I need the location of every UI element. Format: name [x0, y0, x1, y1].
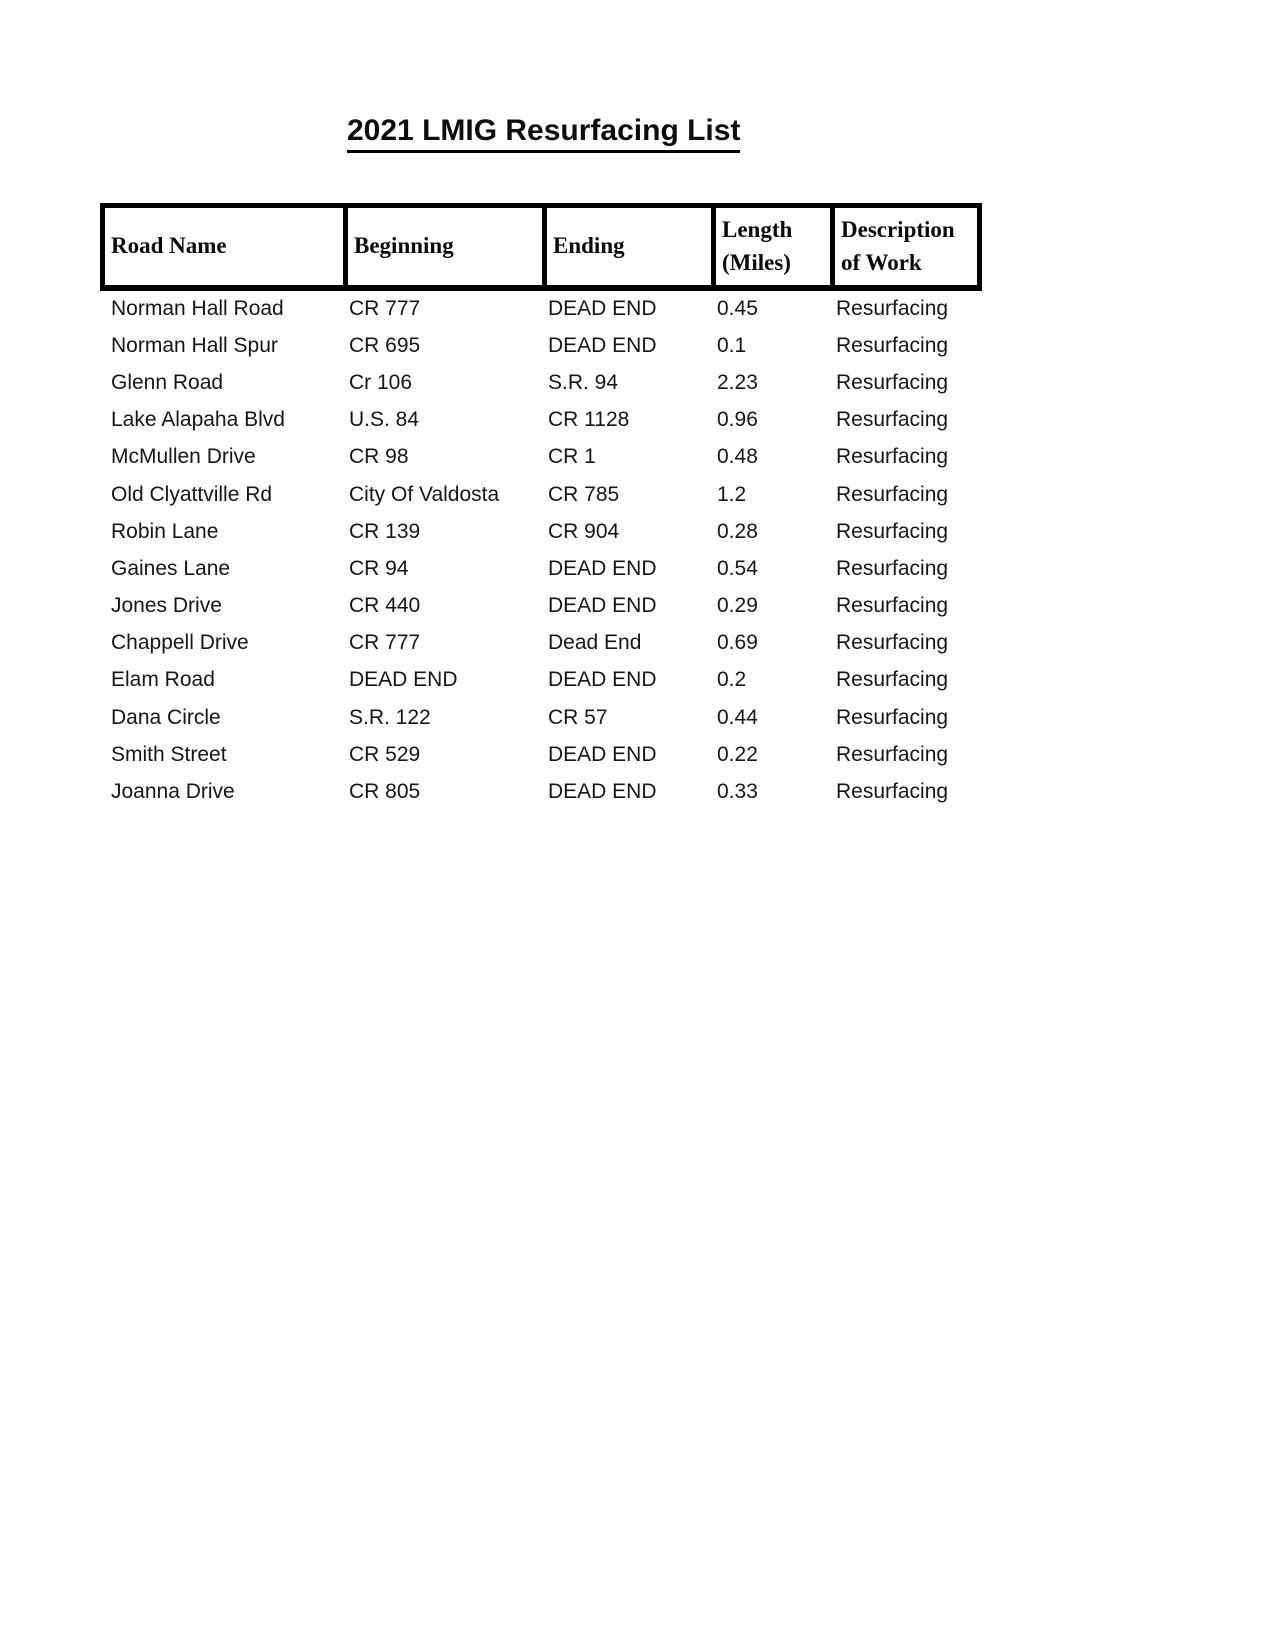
cell-beginning: CR 805	[349, 780, 421, 804]
cell-length-miles: 0.54	[717, 556, 758, 580]
cell-road-name: Chappell Drive	[111, 631, 249, 655]
cell-road-name: Glenn Road	[111, 370, 224, 394]
cell-ending: DEAD END	[548, 780, 657, 804]
table-row: Old Clyattville Rd City Of Valdosta CR 785…	[105, 476, 977, 513]
table-row: Chappell Drive CR 777 Dead End 0.69 Resurfac…	[105, 625, 977, 662]
cell-length-miles: 0.28	[717, 519, 758, 543]
cell-description-of-work: Resurfacing	[836, 408, 949, 432]
cell-description-of-work: Resurfacing	[836, 742, 949, 766]
cell-beginning: CR 440	[349, 594, 421, 618]
cell-beginning: U.S. 84	[349, 408, 420, 432]
cell-description-of-work: Resurfacing	[836, 594, 949, 618]
cell-ending: DEAD END	[548, 594, 657, 618]
cell-beginning: CR 777	[349, 631, 421, 655]
cell-ending: CR 1	[548, 445, 596, 469]
cell-ending: CR 785	[548, 482, 620, 506]
cell-ending: Dead End	[548, 631, 642, 655]
cell-beginning: DEAD END	[349, 668, 458, 692]
cell-road-name: Norman Hall Road	[111, 296, 284, 320]
cell-road-name: Gaines Lane	[111, 556, 231, 580]
cell-road-name: Dana Circle	[111, 705, 221, 729]
cell-beginning: Cr 106	[349, 370, 413, 394]
table-row: Glenn Road Cr 106 S.R. 94 2.23 Resurfacing	[105, 364, 977, 401]
cell-description-of-work: Resurfacing	[836, 631, 949, 655]
cell-length-miles: 0.33	[717, 780, 758, 804]
cell-length-miles: 0.22	[717, 742, 758, 766]
cell-ending: CR 57	[548, 705, 608, 729]
cell-ending: DEAD END	[548, 668, 657, 692]
cell-road-name: Norman Hall Spur	[111, 333, 278, 357]
table-row: Robin Lane CR 139 CR 904 0.28 Resurfacing	[105, 513, 977, 550]
cell-beginning: CR 777	[349, 296, 421, 320]
table-row: Smith Street CR 529 DEAD END 0.22 Resurfacin…	[105, 736, 977, 773]
table-row: Lake Alapaha Blvd U.S. 84 CR 1128 0.96 Resur…	[105, 402, 977, 439]
table-header-row: Road Name Beginning Ending Length (Miles…	[100, 203, 982, 291]
table-row: Gaines Lane CR 94 DEAD END 0.54 Resurfacing	[105, 550, 977, 587]
cell-length-miles: 1.2	[717, 482, 747, 506]
cell-description-of-work: Resurfacing	[836, 556, 949, 580]
cell-description-of-work: Resurfacing	[836, 445, 949, 469]
cell-road-name: Joanna Drive	[111, 780, 235, 804]
cell-length-miles: 0.48	[717, 445, 758, 469]
cell-ending: S.R. 94	[548, 370, 619, 394]
column-header-road-name: Road Name	[111, 233, 227, 259]
cell-road-name: Smith Street	[111, 742, 227, 766]
column-header-ending: Ending	[542, 208, 711, 285]
cell-road-name: Elam Road	[111, 668, 215, 692]
cell-beginning: CR 139	[349, 519, 421, 543]
cell-description-of-work: Resurfacing	[836, 705, 949, 729]
cell-description-of-work: Resurfacing	[836, 519, 949, 543]
cell-road-name: Old Clyattville Rd	[111, 482, 273, 506]
table-row: Joanna Drive CR 805 DEAD END 0.33 Resurfacin…	[105, 773, 977, 810]
table-row: Norman Hall Spur CR 695 DEAD END 0.1 Resurfa…	[105, 327, 977, 364]
table-row: Norman Hall Road CR 777 DEAD END 0.45 Resurf…	[105, 290, 977, 327]
cell-beginning: CR 695	[349, 333, 421, 357]
table-row: McMullen Drive CR 98 CR 1 0.48 Resurfacing	[105, 439, 977, 476]
cell-description-of-work: Resurfacing	[836, 370, 949, 394]
cell-ending: CR 1128	[548, 408, 630, 432]
cell-length-miles: 2.23	[717, 370, 758, 394]
cell-ending: DEAD END	[548, 556, 657, 580]
cell-ending: DEAD END	[548, 333, 657, 357]
cell-beginning: CR 529	[349, 742, 421, 766]
cell-ending: DEAD END	[548, 742, 657, 766]
cell-description-of-work: Resurfacing	[836, 780, 949, 804]
column-header-description-of-work: Description of Work	[830, 208, 977, 285]
cell-description-of-work: Resurfacing	[836, 333, 949, 357]
cell-beginning: CR 98	[349, 445, 409, 469]
cell-road-name: Robin Lane	[111, 519, 219, 543]
cell-ending: DEAD END	[548, 296, 657, 320]
table-row: Elam Road DEAD END DEAD END 0.2 Resurfacing	[105, 662, 977, 699]
cell-description-of-work: Resurfacing	[836, 296, 949, 320]
table-row: Jones Drive CR 440 DEAD END 0.29 Resurfacing	[105, 588, 977, 625]
cell-length-miles: 0.69	[717, 631, 758, 655]
column-header-beginning: Beginning	[343, 208, 542, 285]
cell-road-name: Jones Drive	[111, 594, 222, 618]
cell-ending: CR 904	[548, 519, 620, 543]
cell-description-of-work: Resurfacing	[836, 482, 949, 506]
cell-road-name: Lake Alapaha Blvd	[111, 408, 285, 432]
cell-beginning: S.R. 122	[349, 705, 431, 729]
cell-length-miles: 0.1	[717, 333, 747, 357]
cell-length-miles: 0.2	[717, 668, 747, 692]
cell-length-miles: 0.45	[717, 296, 758, 320]
table-body: Norman Hall Road CR 777 DEAD END 0.45 Resurf…	[105, 290, 977, 811]
cell-road-name: McMullen Drive	[111, 445, 256, 469]
cell-length-miles: 0.29	[717, 594, 758, 618]
cell-description-of-work: Resurfacing	[836, 668, 949, 692]
cell-length-miles: 0.44	[717, 705, 758, 729]
cell-length-miles: 0.96	[717, 408, 758, 432]
document-title: 2021 LMIG Resurfacing List	[347, 114, 741, 153]
cell-beginning: CR 94	[349, 556, 409, 580]
table-row: Dana Circle S.R. 122 CR 57 0.44 Resurfacing	[105, 699, 977, 736]
cell-beginning: City Of Valdosta	[349, 482, 500, 506]
column-header-length-miles: Length (Miles)	[711, 208, 830, 285]
